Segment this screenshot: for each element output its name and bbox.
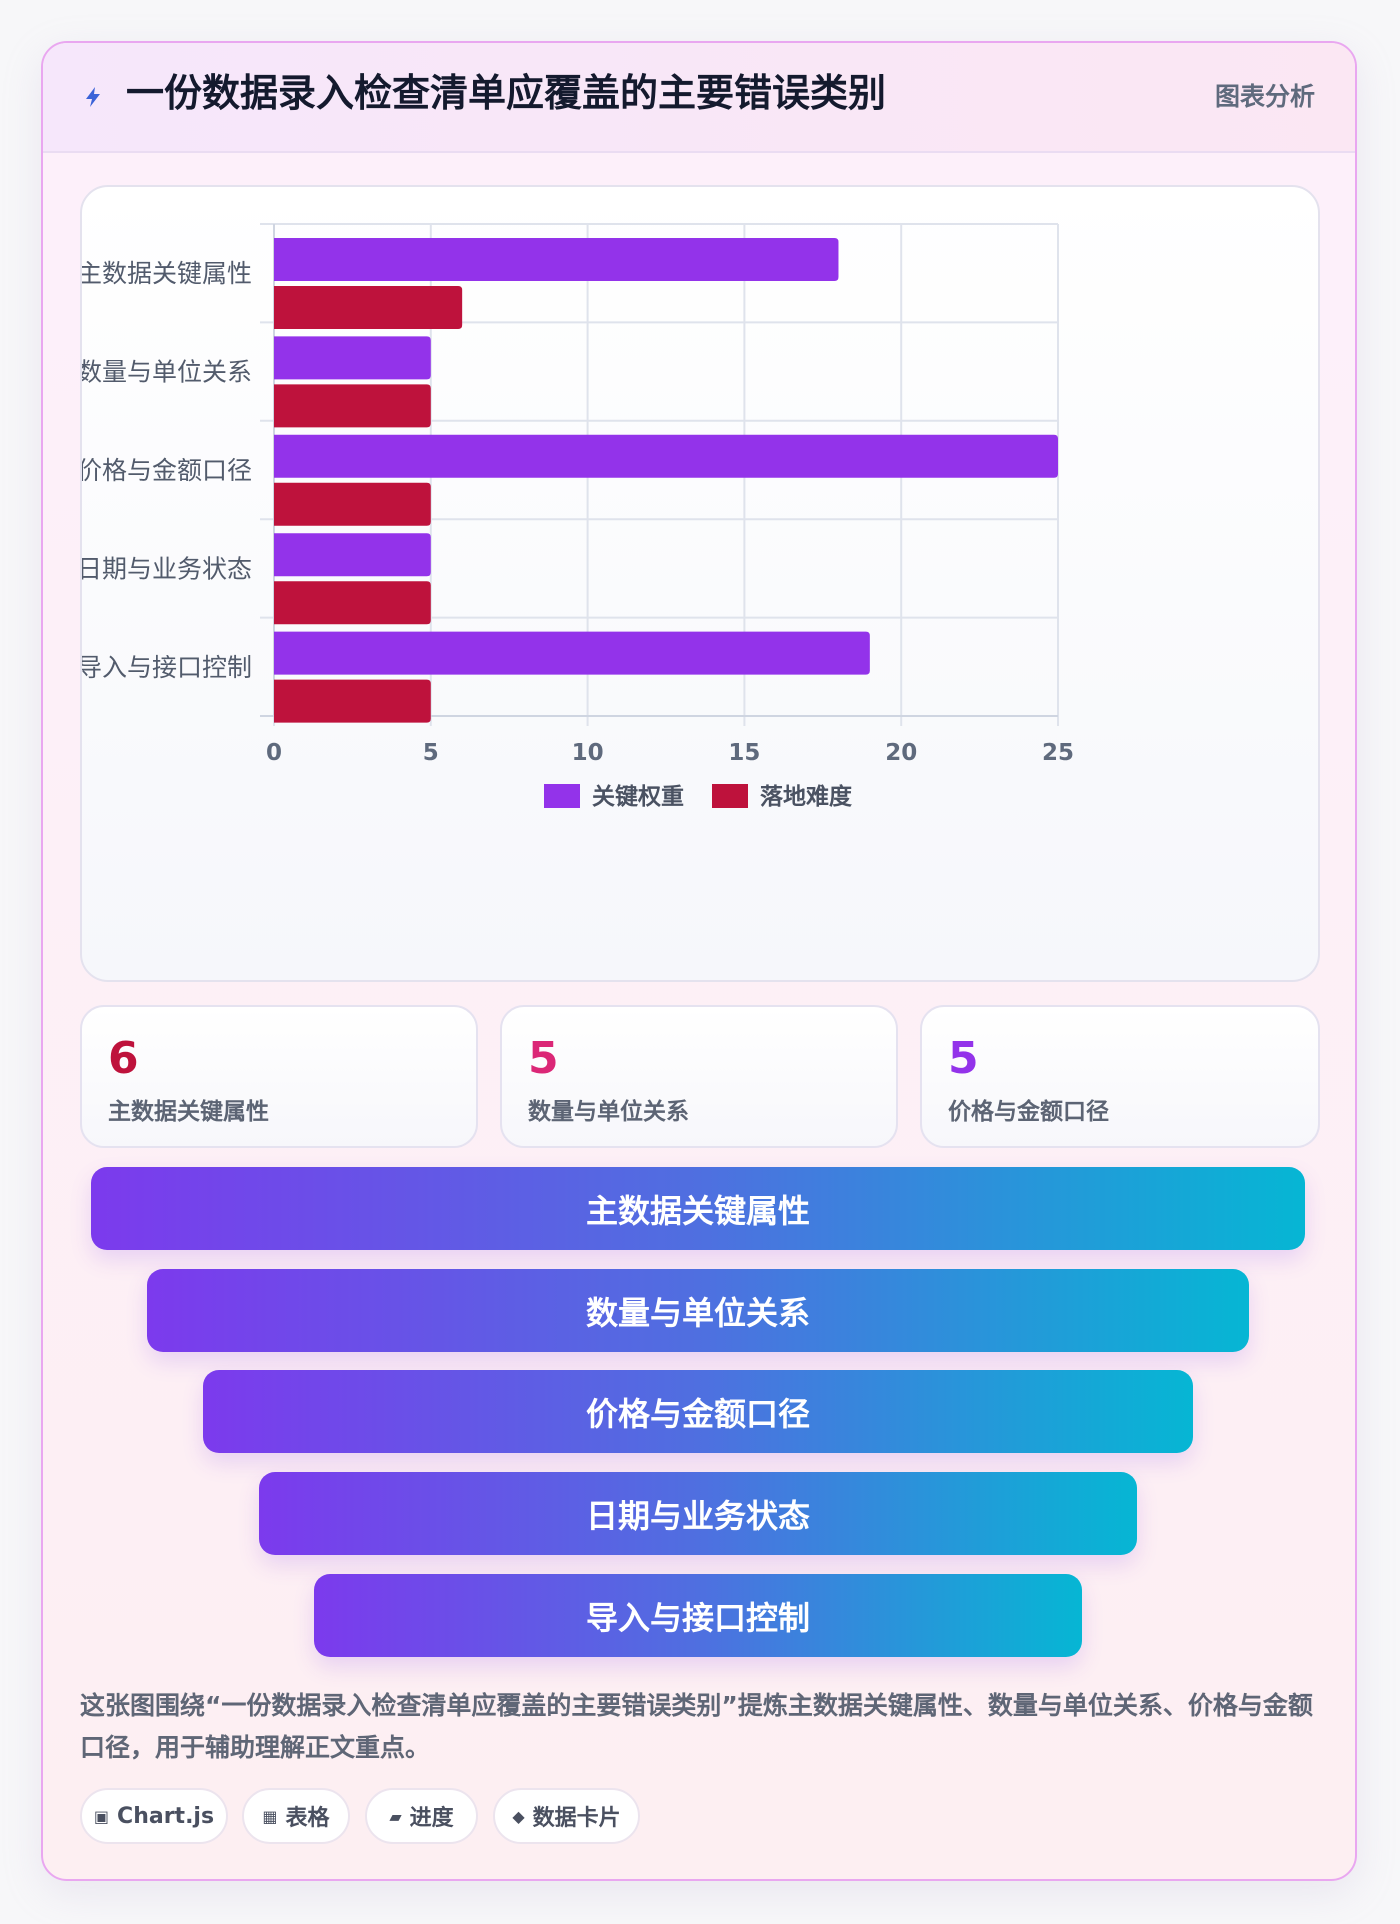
bar-落地难度	[274, 581, 431, 625]
funnel-step-3: 价格与金额口径	[203, 1370, 1193, 1453]
chart-analysis-tag: 图表分析	[1214, 82, 1315, 111]
chip-chartjs[interactable]: ▣ Chart.js	[80, 1788, 228, 1844]
chart-icon: ▣	[93, 1806, 110, 1826]
chip-label: 进度	[409, 1806, 454, 1831]
bar-落地难度	[274, 384, 431, 428]
funnel-step-5: 导入与接口控制	[314, 1574, 1082, 1657]
bar-关键权重	[274, 631, 870, 675]
category-label: 日期与业务状态	[82, 554, 252, 583]
chip-label: 数据卡片	[532, 1806, 621, 1831]
x-tick-label: 15	[728, 740, 760, 766]
diamond-icon: ◆	[512, 1806, 525, 1826]
stat-card-3: 5 价格与金额口径	[920, 1005, 1320, 1148]
funnel-step-4: 日期与业务状态	[259, 1472, 1137, 1555]
funnel-step-1: 主数据关键属性	[91, 1167, 1305, 1250]
chart-card: 一份数据录入检查清单应覆盖的主要错误类别 图表分析 主数据关键属性 数量与单位关系…	[41, 41, 1357, 1881]
bar-落地难度	[274, 482, 431, 526]
chart-description: 这张图围绕“一份数据录入检查清单应覆盖的主要错误类别”提炼主数据关键属性、数量与…	[80, 1691, 1313, 1762]
page-title: 一份数据录入检查清单应覆盖的主要错误类别	[126, 71, 887, 115]
legend-label: 关键权重	[592, 783, 684, 810]
category-label: 价格与金额口径	[82, 456, 252, 485]
bar-落地难度	[274, 286, 463, 329]
chip-progress[interactable]: ▰ 进度	[365, 1788, 478, 1844]
bar-关键权重	[274, 533, 431, 577]
x-tick-label: 0	[266, 740, 282, 766]
funnel-step-2: 数量与单位关系	[147, 1269, 1249, 1352]
bar-关键权重	[274, 336, 431, 380]
legend-label: 落地难度	[760, 783, 853, 810]
card-header: 一份数据录入检查清单应覆盖的主要错误类别 图表分析	[43, 43, 1355, 153]
x-tick-label: 25	[1042, 740, 1074, 766]
legend-swatch	[712, 784, 748, 808]
bar-关键权重	[274, 238, 839, 281]
chip-label: Chart.js	[117, 1803, 215, 1829]
legend-swatch	[544, 784, 580, 808]
stat-value: 5	[948, 1033, 979, 1084]
stat-value: 5	[528, 1033, 559, 1084]
chart-panel: 主数据关键属性 数量与单位关系 价格与金额口径 日期与业务状态 导入与接口控制 0 5 10 1…	[80, 185, 1320, 982]
bar-关键权重	[274, 434, 1058, 478]
lightning-icon	[86, 87, 100, 107]
chip-data-card[interactable]: ◆ 数据卡片	[493, 1788, 640, 1844]
chip-table[interactable]: ▦ 表格	[242, 1788, 350, 1844]
x-tick-label: 5	[423, 740, 439, 766]
stat-card-2: 5 数量与单位关系	[500, 1005, 898, 1148]
bar-落地难度	[274, 679, 431, 723]
stat-card-1: 6 主数据关键属性	[80, 1005, 478, 1148]
category-label: 主数据关键属性	[82, 259, 252, 288]
category-label: 数量与单位关系	[82, 358, 252, 387]
stat-label: 数量与单位关系	[528, 1099, 689, 1125]
stat-label: 主数据关键属性	[108, 1099, 269, 1125]
category-label: 导入与接口控制	[82, 653, 252, 682]
stat-label: 价格与金额口径	[948, 1099, 1109, 1125]
progress-icon: ▰	[389, 1806, 402, 1826]
x-tick-label: 10	[572, 740, 604, 766]
stat-value: 6	[108, 1033, 139, 1084]
chip-label: 表格	[285, 1806, 330, 1831]
x-tick-label: 20	[885, 740, 917, 766]
table-icon: ▦	[262, 1806, 278, 1826]
